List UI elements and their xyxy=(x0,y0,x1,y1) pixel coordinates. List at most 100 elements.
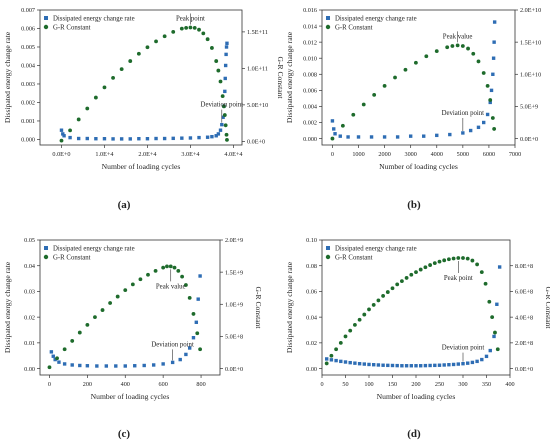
data-point-dissipated-energy xyxy=(339,359,343,364)
y-tick-label: 0.002 xyxy=(303,120,317,127)
data-point-dissipated-energy xyxy=(492,40,496,44)
data-point-dissipated-energy xyxy=(102,137,107,141)
data-point-gr-constant xyxy=(385,290,390,294)
data-point-dissipated-energy xyxy=(142,363,146,368)
data-point-gr-constant xyxy=(475,262,479,267)
data-point-gr-constant xyxy=(187,295,192,300)
data-point-dissipated-energy xyxy=(178,357,182,362)
data-point-dissipated-energy xyxy=(62,362,67,366)
data-point-gr-constant xyxy=(188,25,193,30)
legend-marker-square xyxy=(44,246,48,250)
data-point-gr-constant xyxy=(418,267,423,272)
data-point-dissipated-energy xyxy=(428,363,432,368)
panel-label: (b) xyxy=(407,199,421,211)
legend-entry: G-R Constant xyxy=(53,24,91,31)
data-point-dissipated-energy xyxy=(400,364,404,368)
data-point-dissipated-energy xyxy=(53,357,57,362)
data-point-gr-constant xyxy=(403,67,408,72)
y-tick-label: 0.001 xyxy=(21,118,35,125)
y-tick-label: 0.02 xyxy=(24,314,35,321)
data-point-gr-constant xyxy=(483,281,488,286)
data-point-gr-constant xyxy=(136,51,141,56)
data-point-dissipated-energy xyxy=(224,52,228,57)
data-point-dissipated-energy xyxy=(145,137,150,141)
data-point-gr-constant xyxy=(357,317,362,322)
x-tick-label: 400 xyxy=(121,381,130,388)
data-point-gr-constant xyxy=(437,259,442,264)
data-point-dissipated-energy xyxy=(191,336,196,340)
y-axis-label: Dissipated energy change rate xyxy=(285,261,294,353)
data-point-dissipated-energy xyxy=(76,136,81,141)
data-point-gr-constant xyxy=(172,265,177,270)
data-point-gr-constant xyxy=(450,44,455,48)
y2-tick-label: 1.0E+9 xyxy=(225,301,243,308)
data-point-gr-constant xyxy=(68,128,72,133)
x-tick-label: 4.0E+4 xyxy=(224,151,242,158)
x-tick-label: 350 xyxy=(482,381,491,388)
x-tick-label: 0 xyxy=(48,381,51,388)
data-point-dissipated-energy xyxy=(435,133,439,138)
data-point-dissipated-energy xyxy=(332,127,336,131)
data-point-dissipated-energy xyxy=(68,135,72,140)
data-point-dissipated-energy xyxy=(491,56,496,60)
data-point-gr-constant xyxy=(223,123,228,128)
data-point-gr-constant xyxy=(434,49,439,54)
data-point-dissipated-energy xyxy=(357,361,362,366)
x-tick-label: 50 xyxy=(342,381,348,388)
data-point-gr-constant xyxy=(490,116,495,120)
data-point-gr-constant xyxy=(476,59,481,64)
y-tick-label: 0.02 xyxy=(306,340,317,347)
data-point-gr-constant xyxy=(76,117,81,122)
data-point-dissipated-energy xyxy=(85,136,89,141)
y-tick-label: 0.006 xyxy=(303,88,317,95)
data-point-gr-constant xyxy=(367,307,371,312)
y2-tick-label: 5.0E+9 xyxy=(520,104,538,111)
data-point-dissipated-energy xyxy=(329,358,334,362)
peak-label: Peak point xyxy=(444,275,473,282)
y-tick-label: 0.000 xyxy=(21,137,35,144)
data-point-gr-constant xyxy=(218,79,223,84)
data-point-gr-constant xyxy=(161,265,166,270)
data-point-gr-constant xyxy=(493,330,497,335)
data-point-dissipated-energy xyxy=(414,364,418,368)
x-tick-label: 100 xyxy=(364,381,373,388)
data-point-gr-constant xyxy=(490,315,495,320)
x-tick-label: 6000 xyxy=(483,151,495,158)
data-point-gr-constant xyxy=(59,138,64,143)
data-point-gr-constant xyxy=(214,59,219,63)
data-point-dissipated-energy xyxy=(334,358,338,363)
data-point-gr-constant xyxy=(100,308,105,312)
data-point-gr-constant xyxy=(447,257,451,262)
legend-entry: Dissipated energy change rate xyxy=(53,245,135,252)
data-point-gr-constant xyxy=(145,45,150,50)
data-point-gr-constant xyxy=(340,123,345,128)
x-axis-label: Number of loading cycles xyxy=(379,162,458,171)
y-tick-label: 0.004 xyxy=(303,104,317,111)
data-point-dissipated-energy xyxy=(470,360,475,365)
data-point-dissipated-energy xyxy=(456,362,460,366)
data-point-gr-constant xyxy=(192,25,197,30)
data-point-dissipated-energy xyxy=(330,119,335,123)
data-point-dissipated-energy xyxy=(367,362,371,367)
data-point-dissipated-energy xyxy=(184,352,188,357)
chart-panel-2: 0 1000 2000 3000 4000 5000 6000 7000 0.000 0.002 0… xyxy=(285,7,550,211)
legend-entry: Dissipated energy change rate xyxy=(335,245,417,252)
data-point-gr-constant xyxy=(324,361,329,366)
data-point-gr-constant xyxy=(165,264,169,269)
data-point-dissipated-energy xyxy=(57,360,61,364)
data-point-gr-constant xyxy=(338,340,343,345)
data-point-dissipated-energy xyxy=(369,135,374,139)
data-point-gr-constant xyxy=(409,272,414,277)
data-point-dissipated-energy xyxy=(224,45,229,49)
data-point-dissipated-energy xyxy=(448,132,452,137)
data-point-dissipated-energy xyxy=(216,132,221,136)
y2-tick-label: 2.0E+10 xyxy=(520,7,541,14)
data-point-dissipated-energy xyxy=(489,88,494,93)
data-point-gr-constant xyxy=(225,137,229,142)
plot-frame xyxy=(39,9,243,146)
legend-marker-circle xyxy=(325,24,331,30)
y-tick-label: 0.006 xyxy=(21,26,35,33)
data-point-gr-constant xyxy=(451,256,456,261)
data-point-gr-constant xyxy=(485,83,490,88)
